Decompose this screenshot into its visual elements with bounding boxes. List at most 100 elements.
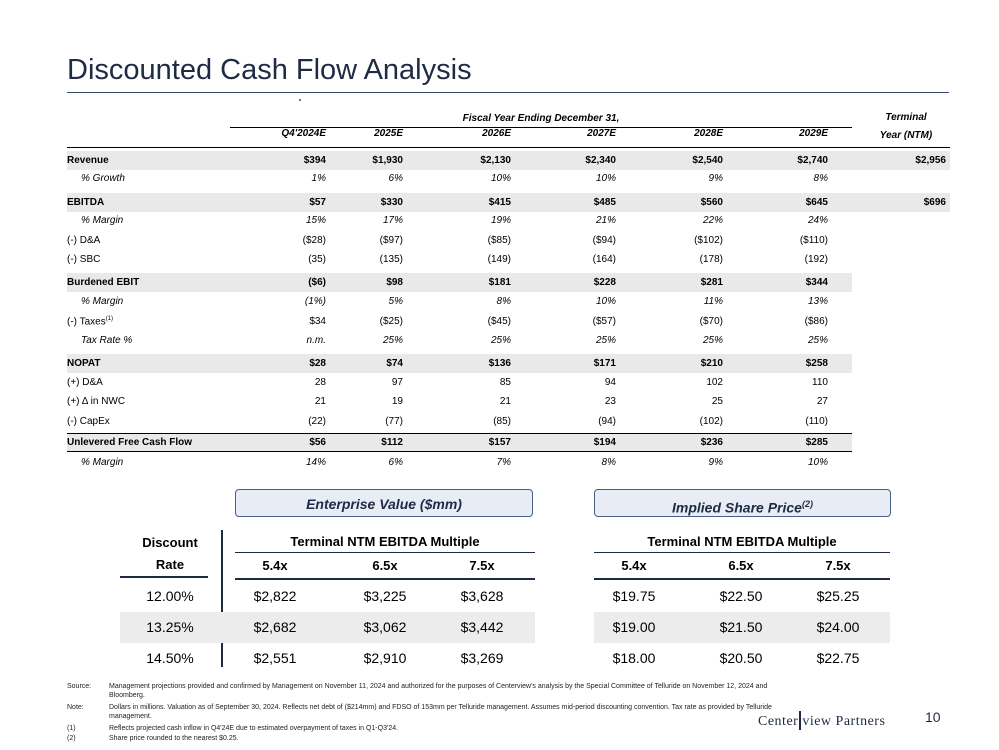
discount-rate: 13.25% [146, 619, 194, 635]
table-row: Tax Rate % n.m. 25% 25% 25% 25% 25% [67, 331, 852, 350]
table-cell: 94 [604, 377, 616, 388]
price-value: $21.50 [719, 619, 763, 635]
footnote: Source: Management projections provided a… [67, 682, 787, 702]
table-cell: 11% [703, 296, 723, 307]
terminal-header-2: Year (NTM) [879, 130, 933, 141]
column-header: 2028E [694, 128, 723, 139]
table-cell: ($45) [487, 316, 511, 327]
table-cell: $57 [309, 197, 326, 208]
terminal-cell: $2,956 [915, 155, 946, 166]
row-label: (+) Δ in NWC [67, 396, 126, 407]
table-cell: (102) [699, 416, 723, 427]
row-label: (+) D&A [67, 377, 103, 388]
table-row: (-) D&A ($28) ($97) ($85) ($94) ($102) ($110) [67, 231, 852, 250]
terminal-cell: $696 [923, 197, 946, 208]
table-cell: $74 [386, 358, 403, 369]
table-cell: (135) [379, 254, 403, 265]
table-cell: $330 [380, 197, 403, 208]
table-cell: $2,340 [585, 155, 616, 166]
table-cell: (94) [598, 416, 616, 427]
footnote-key: Source: [67, 683, 92, 690]
footnote: Note: Dollars in millions. Valuation as o… [67, 703, 787, 723]
price-multiple: 7.5x [825, 558, 851, 573]
ev-value: $2,551 [253, 650, 297, 666]
table-cell: (164) [592, 254, 616, 265]
ev-multiple-header: Terminal NTM EBITDA Multiple [290, 534, 480, 549]
row-label: (-) CapEx [67, 416, 110, 427]
table-cell: (77) [385, 416, 403, 427]
table-cell: 25% [807, 335, 828, 346]
table-row: EBITDA $57 $330 $415 $485 $560 $645 $696 [67, 193, 950, 212]
column-header: 2027E [587, 128, 616, 139]
table-cell: $1,930 [372, 155, 403, 166]
price-multiple: 6.5x [728, 558, 754, 573]
table-cell: 6% [388, 173, 403, 184]
table-cell: $236 [700, 437, 723, 448]
table-cell: 19 [391, 396, 403, 407]
page-number: 10 [925, 709, 941, 725]
table-cell: 8% [496, 296, 511, 307]
table-row: % Margin (1%) 5% 8% 10% 11% 13% [67, 292, 852, 311]
row-label: EBITDA [67, 197, 105, 208]
table-cell: $28 [309, 358, 326, 369]
table-cell: ($25) [379, 316, 403, 327]
ev-multiple-rule [235, 552, 535, 553]
price-sensitivity-row: $19.00 $21.50 $24.00 [594, 612, 890, 643]
table-row: Unlevered Free Cash Flow $56 $112 $157 $194 $… [67, 433, 852, 452]
table-cell: $228 [593, 277, 616, 288]
table-row: NOPAT $28 $74 $136 $171 $210 $258 [67, 354, 852, 373]
price-multiples-rule [594, 578, 890, 580]
discount-rate: 14.50% [146, 650, 194, 666]
table-cell: 25% [595, 335, 616, 346]
row-label: (-) Taxes(1) [67, 316, 114, 328]
column-header: 2029E [799, 128, 828, 139]
price-value: $18.00 [612, 650, 656, 666]
row-label: Tax Rate % [81, 335, 133, 346]
table-cell: 8% [813, 173, 828, 184]
ev-multiple: 7.5x [469, 558, 495, 573]
table-cell: ($97) [379, 235, 403, 246]
table-cell: 25% [382, 335, 403, 346]
table-cell: 110 [812, 377, 828, 388]
table-cell: n.m. [306, 335, 326, 346]
row-label: Burdened EBIT [67, 277, 140, 288]
fiscal-year-rule [230, 127, 852, 128]
table-cell: 25 [711, 396, 723, 407]
rate-label: Rate [155, 557, 185, 572]
table-cell: $210 [700, 358, 723, 369]
ev-sensitivity-row: 14.50% $2,551 $2,910 $3,269 [120, 643, 535, 674]
table-cell: ($102) [694, 235, 723, 246]
row-label: % Margin [81, 215, 124, 226]
row-label: Unlevered Free Cash Flow [67, 437, 193, 448]
table-cell: $258 [805, 358, 828, 369]
row-label: Revenue [67, 155, 109, 166]
stray-mark [299, 99, 301, 101]
price-value: $20.50 [719, 650, 763, 666]
table-cell: ($57) [592, 316, 616, 327]
column-header: 2026E [482, 128, 511, 139]
table-cell: 24% [807, 215, 828, 226]
table-cell: $2,130 [480, 155, 511, 166]
table-cell: 21 [314, 396, 326, 407]
table-cell: 25% [490, 335, 511, 346]
column-header: Q4'2024E [281, 128, 326, 139]
ev-multiple: 5.4x [262, 558, 288, 573]
table-cell: $98 [386, 277, 403, 288]
table-cell: 9% [708, 457, 723, 468]
price-value: $22.75 [816, 650, 860, 666]
table-cell: 21 [499, 396, 511, 407]
price-value: $19.00 [612, 619, 656, 635]
table-cell: ($28) [302, 235, 326, 246]
table-cell: ($85) [487, 235, 511, 246]
ev-multiple: 6.5x [372, 558, 398, 573]
ev-value: $3,442 [460, 619, 504, 635]
footnote-key: (2) [67, 735, 76, 742]
ev-multiples-rule [235, 578, 535, 580]
table-cell: $136 [488, 358, 511, 369]
table-cell: 14% [305, 457, 326, 468]
row-label: (-) D&A [67, 235, 101, 246]
price-value: $19.75 [612, 588, 656, 604]
footnote-text: Dollars in millions. Valuation as of Sep… [109, 704, 772, 720]
price-value: $25.25 [816, 588, 860, 604]
table-row: % Growth 1% 6% 10% 10% 9% 8% [67, 169, 852, 188]
